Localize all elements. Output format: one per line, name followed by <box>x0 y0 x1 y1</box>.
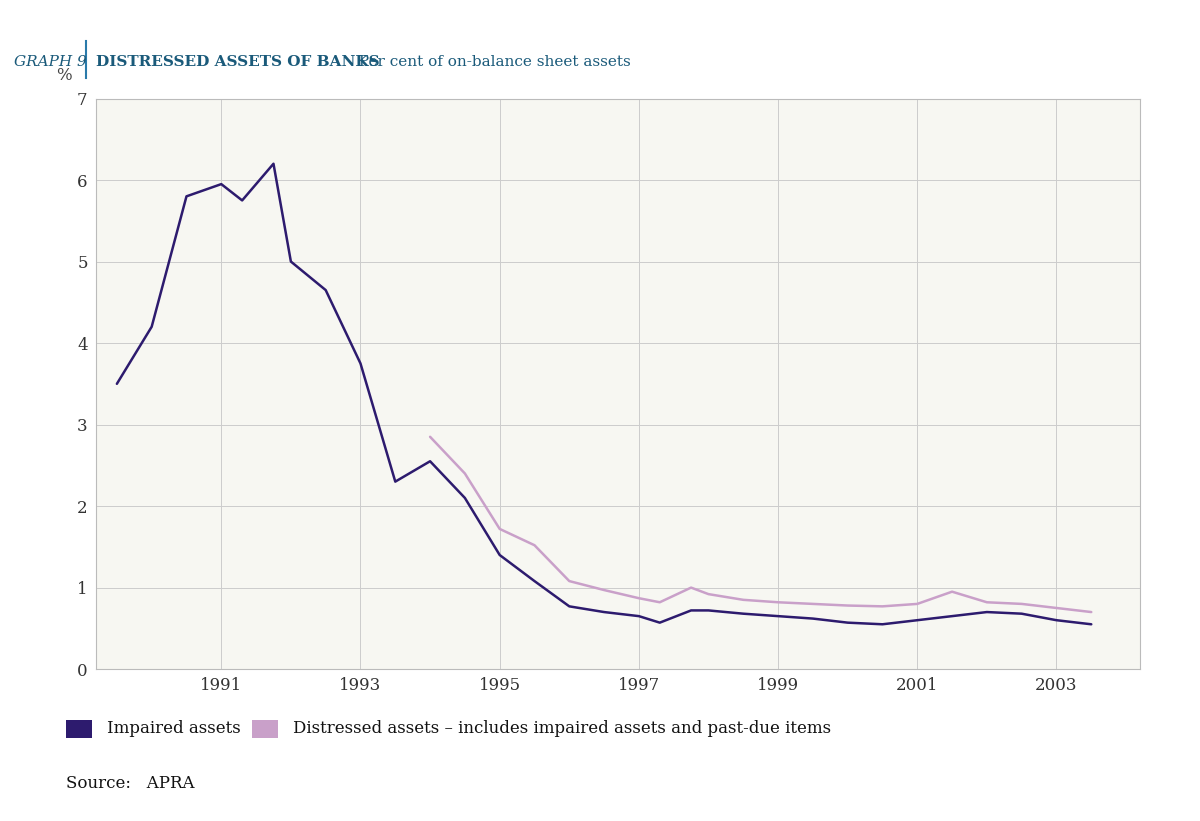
Bar <box>252 720 278 738</box>
Text: Source:   APRA: Source: APRA <box>66 774 194 791</box>
Text: Distressed assets – includes impaired assets and past-due items: Distressed assets – includes impaired as… <box>293 720 830 737</box>
Text: %: % <box>56 67 72 85</box>
Bar <box>66 720 92 738</box>
Text: Per cent of on-balance sheet assets: Per cent of on-balance sheet assets <box>354 55 631 69</box>
Text: Impaired assets: Impaired assets <box>107 720 240 737</box>
Text: DISTRESSED ASSETS OF BANKS: DISTRESSED ASSETS OF BANKS <box>96 55 379 69</box>
Text: GRAPH 9: GRAPH 9 <box>14 55 88 69</box>
